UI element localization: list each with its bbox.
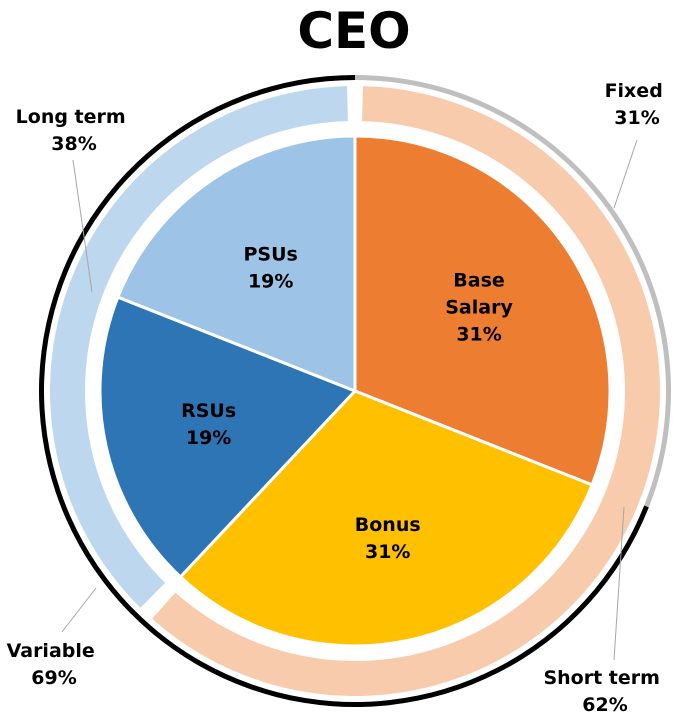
slice-label-rsus: RSUs 19% xyxy=(181,400,236,449)
short-term-name: Short term xyxy=(543,667,659,689)
long-term-value: 38% xyxy=(51,133,96,155)
leader-line-variable xyxy=(61,587,97,633)
pie-slice-psus xyxy=(116,134,357,393)
fixed-name: Fixed xyxy=(605,80,663,102)
middle-ring xyxy=(50,86,660,697)
outer-ring xyxy=(39,75,672,707)
variable-value: 69% xyxy=(31,667,76,689)
variable-label: Variable 69% xyxy=(7,640,102,689)
outer-ring-segment-fixed xyxy=(355,75,672,508)
leader-lines xyxy=(61,139,638,661)
short-term-label: Short term 62% xyxy=(543,667,666,716)
slice-label-psus: PSUs 19% xyxy=(244,243,298,292)
slice-name-base-salary: Base xyxy=(453,270,505,292)
pie-slice-base-salary xyxy=(353,134,612,487)
variable-name: Variable xyxy=(7,640,95,662)
long-term-label: Long term 38% xyxy=(16,106,133,155)
leader-line-fixed xyxy=(613,139,638,209)
fixed-value: 31% xyxy=(614,107,659,129)
chart-title: CEO xyxy=(297,2,410,60)
fixed-label: Fixed 31% xyxy=(605,80,670,129)
middle-ring-segment-long-term xyxy=(50,86,348,608)
inner-pie xyxy=(98,134,612,648)
slice-labels: Base Salary 31% Bonus 31% RSUs 19% PSUs 19% xyxy=(181,243,513,562)
slice-label-base-salary: Base Salary 31% xyxy=(445,270,513,346)
slice-value-rsus: 19% xyxy=(186,427,231,449)
short-term-value: 62% xyxy=(582,694,627,716)
pie-slice-bonus xyxy=(178,389,594,648)
slice-name-psus: PSUs xyxy=(244,243,298,265)
slice-value-bonus: 31% xyxy=(365,541,410,563)
slice-value-base-salary: 31% xyxy=(456,324,501,346)
slice-label-bonus: Bonus 31% xyxy=(355,514,421,563)
middle-ring-segment-short-term xyxy=(152,86,660,697)
slice-name-bonus: Bonus xyxy=(355,514,421,536)
slice-name-rsus: RSUs xyxy=(181,400,236,422)
outer-labels: Long term 38% Fixed 31% Variable 69% Sho… xyxy=(7,80,670,716)
slice-value-psus: 19% xyxy=(248,270,293,292)
leader-line-long-term xyxy=(72,159,93,293)
leader-line-short-term xyxy=(613,506,625,661)
long-term-name: Long term xyxy=(16,106,126,128)
slice-name-base-salary: Salary xyxy=(445,297,513,319)
